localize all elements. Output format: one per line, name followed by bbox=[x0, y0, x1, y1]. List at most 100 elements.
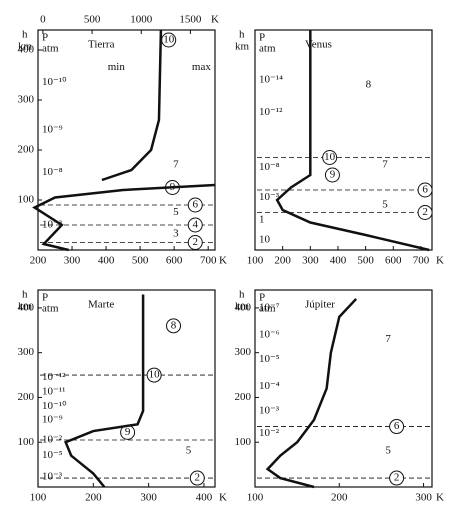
y-tick-label: 400 bbox=[18, 301, 35, 313]
y-tick-label: 200 bbox=[18, 144, 35, 156]
x-tick-label: 600 bbox=[385, 255, 402, 267]
pressure-label: 10⁻¹¹ bbox=[42, 386, 65, 398]
marker-label: 8 bbox=[366, 79, 372, 91]
p-label: P bbox=[42, 32, 48, 44]
x-unit: K bbox=[436, 255, 444, 267]
marker-label: 6 bbox=[193, 199, 199, 211]
marker-label: 8 bbox=[171, 319, 177, 331]
marker-label: 7 bbox=[385, 333, 391, 345]
marker-label: 2 bbox=[195, 472, 201, 484]
y-label: h bbox=[239, 29, 245, 41]
pressure-label: 10⁻³ bbox=[42, 471, 63, 483]
marker-circle bbox=[187, 217, 203, 233]
marker-circle bbox=[389, 419, 405, 435]
pressure-label: 10⁻⁹ bbox=[42, 124, 63, 136]
panel-title: Venus bbox=[305, 39, 332, 51]
marker-circle bbox=[166, 318, 182, 334]
x-tick-label: 100 bbox=[247, 492, 264, 504]
marker-label: 9 bbox=[330, 169, 336, 181]
x2-unit: K bbox=[211, 14, 219, 26]
marker-label: 2 bbox=[193, 236, 199, 248]
panel-title: Tierra bbox=[88, 39, 115, 51]
x-tick-label: 300 bbox=[302, 255, 319, 267]
y-tick-label: 200 bbox=[18, 391, 35, 403]
y-unit: km bbox=[235, 41, 250, 53]
p-label: P bbox=[259, 32, 265, 44]
marker-label: 5 bbox=[385, 445, 391, 457]
y-tick-label: 300 bbox=[235, 346, 252, 358]
marker-circle bbox=[417, 182, 433, 198]
profile-curve bbox=[64, 294, 145, 488]
x-tick-label: 100 bbox=[30, 492, 47, 504]
marker-label: 10 bbox=[149, 369, 161, 381]
x-tick-label: 200 bbox=[85, 492, 102, 504]
x-tick-label: 400 bbox=[98, 255, 115, 267]
x-tick-label: 300 bbox=[140, 492, 157, 504]
pressure-label: 10⁻¹⁰ bbox=[42, 76, 67, 88]
pressure-label: 10⁻⁵ bbox=[42, 449, 63, 461]
marker-label: 5 bbox=[382, 199, 388, 211]
marker-label: 10 bbox=[324, 151, 336, 163]
profile-curve bbox=[265, 298, 358, 489]
pressure-label: 10⁻¹⁰ bbox=[42, 400, 67, 412]
marker-circle bbox=[389, 470, 405, 486]
pressure-label: 10⁻¹² bbox=[42, 371, 66, 383]
x2-tick-label: 1000 bbox=[130, 14, 153, 26]
panel-frame bbox=[37, 289, 216, 488]
x-tick-label: 700 bbox=[413, 255, 430, 267]
y-tick-label: 200 bbox=[235, 391, 252, 403]
pressure-label: 10⁻³ bbox=[259, 191, 280, 203]
pressure-label: 10⁻⁸ bbox=[259, 161, 280, 173]
p-unit: atm bbox=[42, 43, 59, 55]
x-unit: K bbox=[436, 492, 444, 504]
pressure-label: 10⁻⁷ bbox=[259, 301, 280, 313]
panel-frame bbox=[254, 289, 433, 488]
marker-circle bbox=[417, 205, 433, 220]
panel-title: Marte bbox=[88, 299, 114, 311]
x2-tick-label: 1500 bbox=[179, 14, 202, 26]
x-tick-label: 200 bbox=[331, 492, 348, 504]
p-unit: atm bbox=[259, 43, 276, 55]
y-label: h bbox=[22, 29, 28, 41]
y-tick-label: 100 bbox=[18, 194, 35, 206]
y-tick-label: 300 bbox=[18, 94, 35, 106]
marker-circle bbox=[187, 235, 203, 250]
y-unit: km bbox=[235, 301, 250, 313]
marker-label: 6 bbox=[422, 184, 428, 196]
x-tick-label: 700 bbox=[200, 255, 217, 267]
x-tick-label: 300 bbox=[64, 255, 81, 267]
p-label: P bbox=[259, 292, 265, 304]
marker-label: 5 bbox=[186, 445, 192, 457]
marker-label: 5 bbox=[173, 206, 179, 218]
y-tick-label: 400 bbox=[235, 301, 252, 313]
pressure-label: 10 bbox=[259, 234, 271, 246]
y-label: h bbox=[239, 289, 245, 301]
p-unit: atm bbox=[259, 303, 276, 315]
pressure-label: 10⁻⁵ bbox=[259, 353, 280, 365]
profile-curve bbox=[101, 29, 163, 182]
x-tick-label: 500 bbox=[357, 255, 374, 267]
x-tick-label: 300 bbox=[415, 492, 432, 504]
pressure-label: 10⁻¹² bbox=[259, 106, 283, 118]
p-unit: atm bbox=[42, 303, 59, 315]
marker-label: min bbox=[108, 61, 126, 73]
panel-frame bbox=[254, 29, 433, 251]
x2-tick-label: 500 bbox=[84, 14, 101, 26]
x2-tick-label: 0 bbox=[40, 14, 46, 26]
marker-label: 7 bbox=[173, 159, 179, 171]
marker-label: 10 bbox=[163, 34, 175, 46]
marker-circle bbox=[324, 167, 340, 183]
y-unit: km bbox=[18, 301, 33, 313]
pressure-label: 1 bbox=[259, 214, 265, 226]
pressure-label: 10⁻² bbox=[42, 434, 63, 446]
marker-label: 6 bbox=[394, 420, 400, 432]
marker-label: 7 bbox=[382, 159, 388, 171]
marker-label: 9 bbox=[125, 426, 131, 438]
y-tick-label: 300 bbox=[18, 346, 35, 358]
marker-circle bbox=[187, 197, 203, 213]
profile-curve bbox=[32, 183, 216, 252]
marker-label: max bbox=[192, 61, 211, 73]
x-tick-label: 400 bbox=[196, 492, 213, 504]
x-tick-label: 400 bbox=[330, 255, 347, 267]
p-label: P bbox=[42, 292, 48, 304]
